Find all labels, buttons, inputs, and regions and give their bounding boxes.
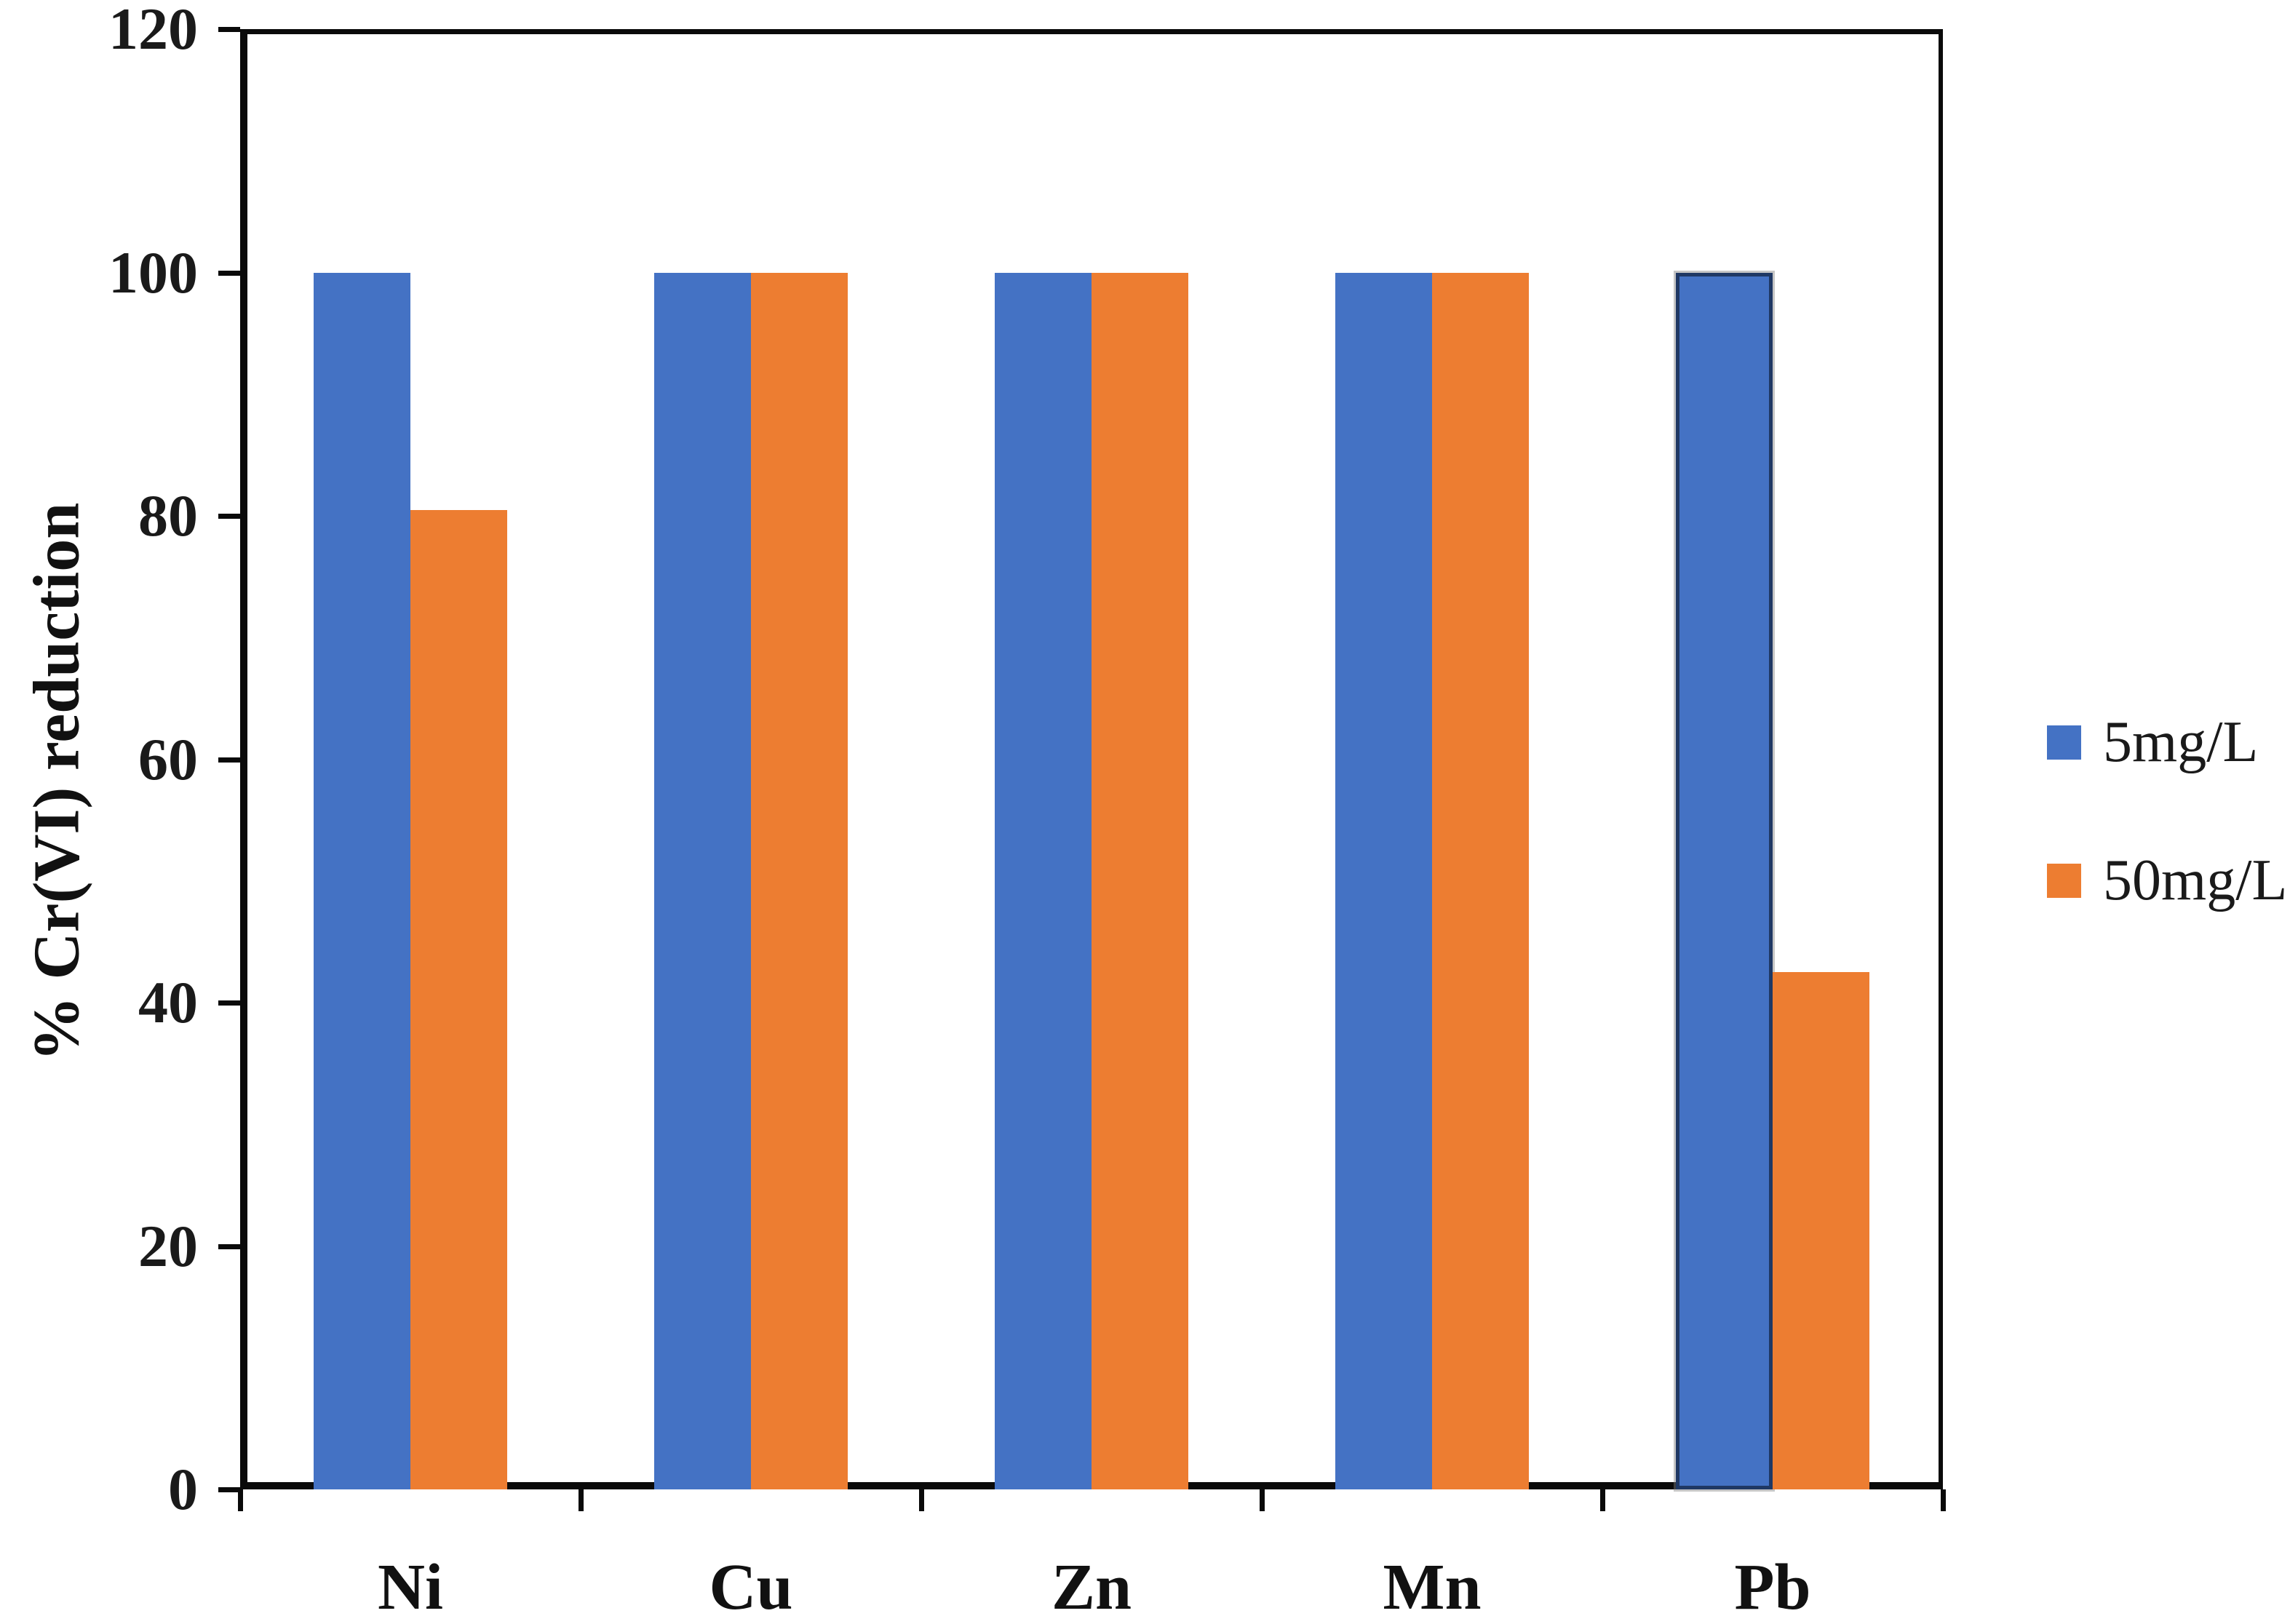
bar-Pb-50mg/L bbox=[1773, 972, 1869, 1489]
x-tick-mark-3 bbox=[1260, 1489, 1265, 1511]
legend-label: 5mg/L bbox=[2103, 710, 2259, 774]
bar-Cu-5mg/L bbox=[654, 272, 751, 1489]
bar-Zn-50mg/L bbox=[1092, 272, 1188, 1489]
x-category-label-Ni: Ni bbox=[378, 1551, 443, 1623]
legend-swatch-icon bbox=[2047, 725, 2081, 760]
y-tick-mark-40 bbox=[218, 1000, 240, 1006]
y-tick-label-60: 60 bbox=[138, 725, 198, 792]
y-tick-mark-60 bbox=[218, 757, 240, 763]
bar-Ni-50mg/L bbox=[410, 509, 507, 1489]
x-category-label-Mn: Mn bbox=[1383, 1551, 1482, 1623]
bar-Mn-50mg/L bbox=[1432, 272, 1529, 1489]
legend: 5mg/L 50mg/L bbox=[2047, 709, 2287, 913]
x-category-label-Pb: Pb bbox=[1734, 1551, 1811, 1623]
y-tick-label-100: 100 bbox=[108, 239, 198, 306]
y-tick-label-80: 80 bbox=[138, 482, 198, 549]
bar-Zn-5mg/L bbox=[995, 272, 1092, 1489]
y-tick-label-0: 0 bbox=[168, 1456, 198, 1522]
bar-Pb-5mg/L bbox=[1676, 272, 1773, 1489]
legend-item-5mg/L: 5mg/L bbox=[2047, 709, 2287, 775]
bar-Cu-50mg/L bbox=[751, 272, 848, 1489]
y-tick-label-20: 20 bbox=[138, 1212, 198, 1279]
bar-Ni-5mg/L bbox=[314, 272, 410, 1489]
bar-Mn-5mg/L bbox=[1335, 272, 1432, 1489]
x-tick-mark-5 bbox=[1941, 1489, 1946, 1511]
x-tick-mark-4 bbox=[1600, 1489, 1605, 1511]
y-tick-mark-0 bbox=[218, 1487, 240, 1492]
y-tick-mark-120 bbox=[218, 27, 240, 32]
legend-swatch-icon bbox=[2047, 863, 2081, 898]
x-category-label-Zn: Zn bbox=[1051, 1551, 1132, 1623]
y-tick-label-120: 120 bbox=[108, 0, 198, 62]
y-tick-mark-100 bbox=[218, 270, 240, 276]
x-tick-mark-0 bbox=[238, 1489, 243, 1511]
y-tick-mark-20 bbox=[218, 1243, 240, 1249]
x-category-label-Cu: Cu bbox=[709, 1551, 793, 1623]
x-tick-mark-1 bbox=[579, 1489, 584, 1511]
legend-label: 50mg/L bbox=[2103, 848, 2288, 912]
y-tick-mark-80 bbox=[218, 514, 240, 519]
y-tick-label-40: 40 bbox=[138, 969, 198, 1035]
legend-item-50mg/L: 50mg/L bbox=[2047, 848, 2287, 913]
x-tick-mark-2 bbox=[919, 1489, 924, 1511]
